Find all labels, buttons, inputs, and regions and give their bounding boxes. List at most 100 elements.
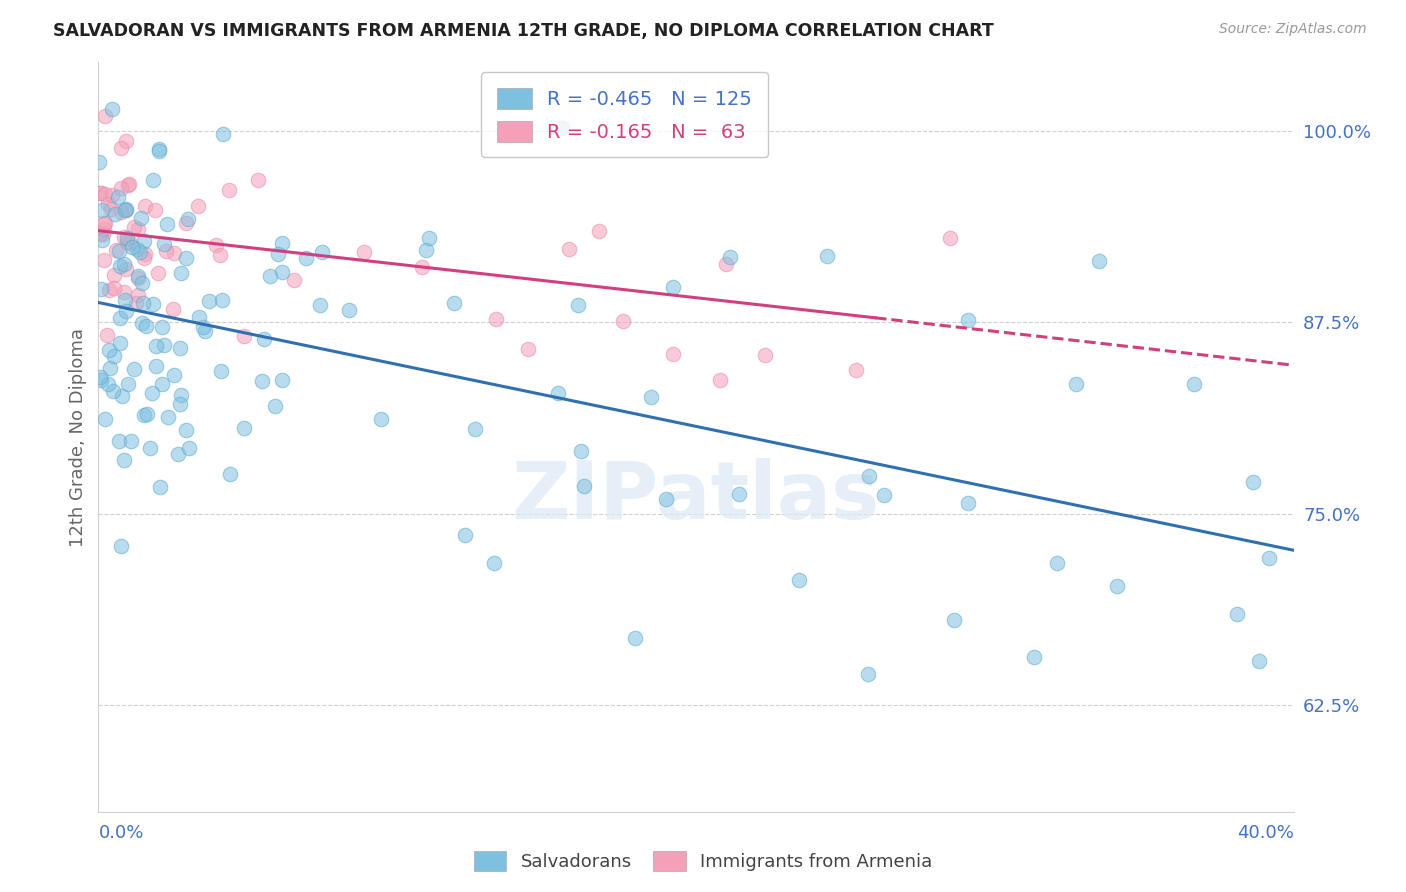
Point (454, 528, 477, 542)
Point (624, 631, 647, 645)
Point (115, 231, 138, 245)
Point (170, 266, 193, 280)
Point (103, 349, 125, 363)
Point (1247, 654, 1270, 668)
Point (134, 199, 156, 213)
Point (111, 389, 134, 403)
Point (198, 293, 221, 308)
Point (211, 293, 233, 307)
Point (1022, 649, 1045, 664)
Point (271, 235, 294, 250)
Point (121, 240, 143, 254)
Point (90, 186, 112, 200)
Point (1182, 376, 1205, 391)
Point (858, 667, 880, 681)
Point (187, 199, 209, 213)
Point (138, 442, 160, 456)
Point (134, 409, 156, 423)
Point (612, 314, 634, 328)
Point (259, 268, 281, 283)
Point (720, 250, 742, 264)
Point (96, 327, 118, 342)
Point (90, 233, 112, 247)
Point (661, 347, 683, 361)
Point (127, 269, 149, 284)
Point (858, 468, 880, 483)
Point (1107, 579, 1129, 593)
Point (443, 296, 465, 310)
Point (939, 231, 962, 245)
Point (1226, 607, 1249, 621)
Point (90, 373, 112, 387)
Point (163, 368, 186, 382)
Point (174, 251, 197, 265)
Point (170, 387, 193, 401)
Point (162, 301, 184, 316)
Point (108, 335, 131, 350)
Point (90, 282, 112, 296)
Point (132, 234, 155, 248)
Point (117, 235, 139, 250)
Point (127, 288, 149, 302)
Point (943, 613, 966, 627)
Point (136, 408, 159, 422)
Point (132, 251, 155, 265)
Point (149, 479, 172, 493)
Point (114, 203, 136, 218)
Point (517, 343, 540, 357)
Point (714, 257, 737, 271)
Point (97, 197, 120, 211)
Point (418, 230, 440, 244)
Point (100, 202, 122, 217)
Point (1046, 557, 1069, 571)
Point (127, 271, 149, 285)
Point (176, 216, 198, 230)
Point (98, 343, 121, 358)
Point (169, 341, 191, 355)
Point (415, 244, 437, 258)
Point (125, 295, 148, 310)
Point (153, 338, 176, 352)
Point (101, 188, 124, 202)
Point (98, 284, 121, 298)
Point (815, 249, 838, 263)
Point (112, 285, 135, 299)
Point (640, 390, 662, 404)
Point (571, 444, 593, 458)
Point (110, 180, 132, 194)
Point (93, 412, 115, 426)
Point (103, 281, 125, 295)
Point (115, 202, 138, 216)
Text: ZIPatlas: ZIPatlas (512, 458, 880, 536)
Point (156, 410, 179, 425)
Point (135, 318, 157, 333)
Point (845, 363, 868, 377)
Legend: Salvadorans, Immigrants from Armenia: Salvadorans, Immigrants from Armenia (467, 844, 939, 879)
Point (283, 272, 305, 286)
Point (145, 339, 167, 353)
Point (550, 121, 572, 136)
Point (267, 246, 290, 260)
Point (93, 253, 115, 268)
Point (117, 178, 139, 192)
Point (110, 205, 132, 219)
Point (309, 298, 332, 312)
Text: 40.0%: 40.0% (1237, 824, 1294, 842)
Point (270, 373, 292, 387)
Point (131, 316, 153, 330)
Point (174, 424, 197, 438)
Point (103, 268, 125, 282)
Point (131, 276, 153, 290)
Point (91, 227, 114, 242)
Point (142, 173, 165, 187)
Text: SALVADORAN VS IMMIGRANTS FROM ARMENIA 12TH GRADE, NO DIPLOMA CORRELATION CHART: SALVADORAN VS IMMIGRANTS FROM ARMENIA 12… (53, 22, 994, 40)
Point (787, 573, 810, 587)
Point (709, 373, 731, 387)
Point (108, 260, 131, 274)
Point (98, 360, 121, 375)
Point (209, 364, 232, 378)
Point (177, 211, 200, 226)
Point (263, 399, 285, 413)
Point (115, 261, 138, 276)
Point (572, 479, 595, 493)
